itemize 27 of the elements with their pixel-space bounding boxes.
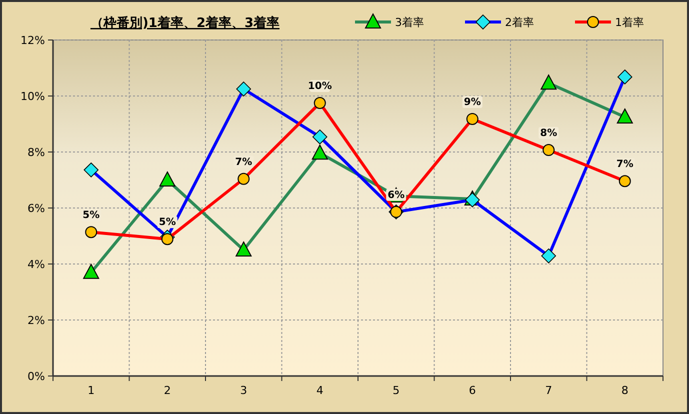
x-tick-label: 4 xyxy=(316,384,324,397)
y-tick-label: 0% xyxy=(28,370,45,383)
x-tick-label: 2 xyxy=(164,384,171,397)
y-tick-label: 6% xyxy=(28,202,45,215)
x-tick-label: 8 xyxy=(621,384,628,397)
legend-label: 3着率 xyxy=(395,16,424,29)
data-label: 6% xyxy=(388,190,405,201)
x-tick-label: 6 xyxy=(468,384,476,397)
chart-title: （枠番別)1着率、2着率、3着率 xyxy=(90,15,280,31)
legend-label: 1着率 xyxy=(615,16,644,29)
data-label: 5% xyxy=(158,217,176,228)
x-tick-label: 3 xyxy=(240,384,248,397)
data-label: 10% xyxy=(308,81,332,92)
y-tick-label: 8% xyxy=(28,146,45,159)
x-tick-label: 1 xyxy=(88,384,95,397)
data-label: 8% xyxy=(540,128,558,140)
data-label: 5% xyxy=(82,210,100,222)
legend-label: 2着率 xyxy=(505,16,534,29)
data-label: 7% xyxy=(616,159,634,170)
y-tick-label: 4% xyxy=(28,258,45,271)
data-label: 9% xyxy=(464,96,481,108)
x-tick-label: 7 xyxy=(545,384,552,397)
y-tick-label: 10% xyxy=(20,90,45,103)
x-tick-label: 5 xyxy=(392,384,400,397)
y-tick-label: 2% xyxy=(28,314,45,327)
y-tick-label: 12% xyxy=(20,34,45,47)
data-label: 7% xyxy=(235,156,252,168)
